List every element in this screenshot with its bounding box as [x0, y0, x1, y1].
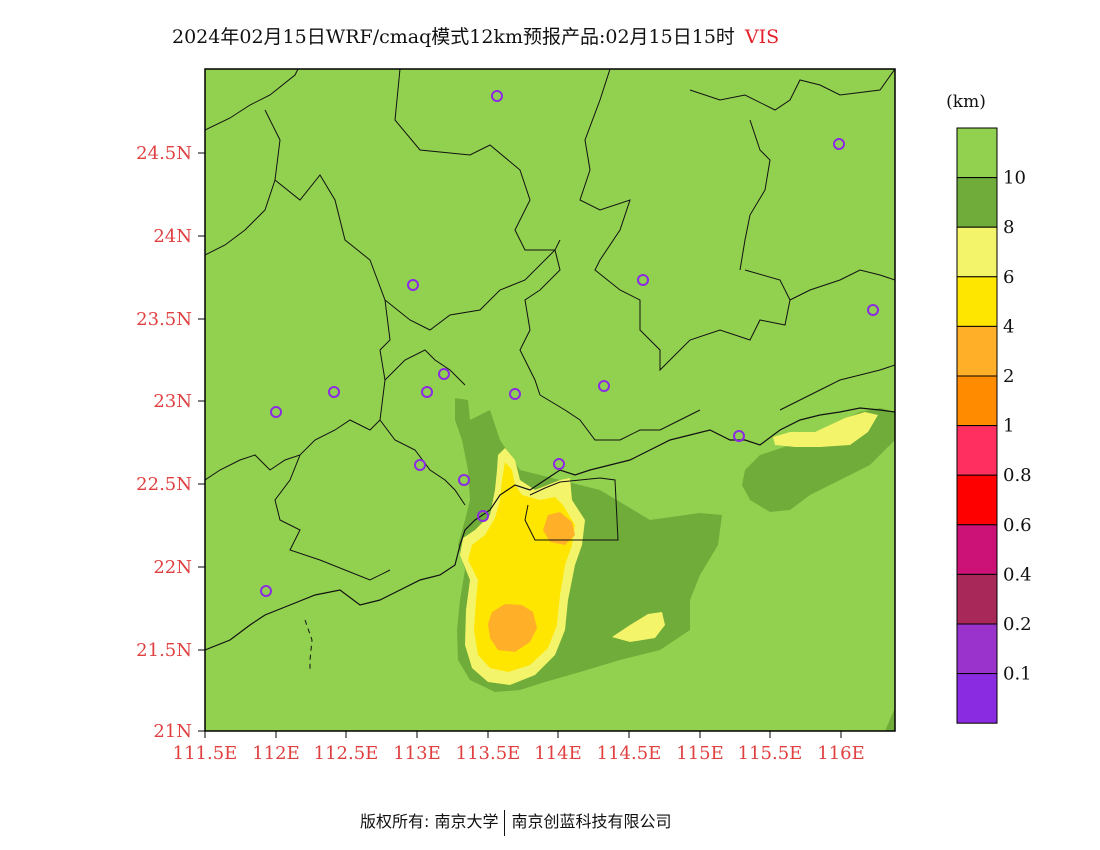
title-main: 2024年02月15日WRF/cmaq模式12km预报产品:02月15日15时	[172, 26, 735, 48]
footer-company: 南京创蓝科技有限公司	[511, 812, 672, 831]
contour-6km-south	[612, 612, 665, 642]
lon-tick-label: 111.5E	[173, 743, 238, 764]
lat-tick-label: 22.5N	[136, 474, 192, 495]
lon-tick-label: 115E	[676, 743, 724, 764]
city-marker	[733, 430, 745, 442]
city-marker	[421, 386, 433, 398]
lon-tick-label: 112.5E	[314, 743, 379, 764]
legend-swatch	[956, 127, 998, 179]
legend-label: 1	[1003, 416, 1014, 437]
legend-swatch	[956, 276, 998, 327]
lat-tick-label: 21.5N	[136, 640, 192, 661]
lat-tick-label: 24.5N	[136, 143, 192, 164]
footer-copyright: 版权所有: 南京大学	[360, 812, 499, 831]
legend-swatch	[956, 573, 998, 625]
legend-swatch	[956, 375, 998, 427]
map-title: 2024年02月15日WRF/cmaq模式12km预报产品:02月15日15时 V…	[0, 22, 1100, 49]
lat-tick-label: 23.5N	[136, 309, 192, 330]
lon-tick-label: 113E	[393, 743, 441, 764]
city-marker	[637, 274, 649, 286]
legend-swatch	[956, 524, 998, 575]
footer: 版权所有: 南京大学 南京创蓝科技有限公司	[360, 808, 672, 836]
city-markers	[260, 90, 879, 597]
city-marker	[270, 406, 282, 418]
lon-tick-label: 115.5E	[738, 743, 803, 764]
legend-swatch	[956, 673, 998, 724]
footer-separator	[504, 809, 506, 836]
legend-unit: (km)	[946, 92, 986, 112]
city-marker	[414, 459, 426, 471]
legend-label: 4	[1003, 316, 1014, 337]
legend-label: 6	[1003, 267, 1014, 288]
legend-label: 0.1	[1003, 664, 1032, 685]
legend-label: 0.6	[1003, 515, 1032, 536]
color-legend: (km) 10 8 6 4 2 1 0.8 0.6 0.4 0.2 0.1	[946, 92, 1032, 724]
visibility-contours	[455, 398, 895, 731]
contour-2km-south	[488, 604, 537, 652]
lat-tick-label: 21N	[153, 721, 192, 742]
city-marker	[458, 474, 470, 486]
lon-axis: 111.5E 112E 112.5E 113E 113.5E 114E 114.…	[173, 731, 865, 764]
legend-swatch	[956, 177, 998, 228]
legend-label: 10	[1003, 168, 1026, 189]
lon-tick-label: 113.5E	[456, 743, 521, 764]
lon-tick-label: 114E	[534, 743, 582, 764]
legend-label: 0.8	[1003, 465, 1032, 486]
city-marker	[867, 304, 879, 316]
city-marker	[491, 90, 503, 102]
legend-label: 0.4	[1003, 564, 1032, 585]
city-marker	[438, 368, 450, 380]
legend-label: 0.2	[1003, 614, 1032, 635]
legend-swatch	[956, 425, 998, 476]
city-marker	[407, 279, 419, 291]
map-frame	[204, 68, 896, 732]
legend-swatch	[956, 226, 998, 278]
lat-tick-label: 24N	[153, 226, 192, 247]
lon-tick-label: 112E	[252, 743, 300, 764]
city-marker	[328, 386, 340, 398]
legend-label: 2	[1003, 366, 1014, 387]
lat-tick-label: 23N	[153, 391, 192, 412]
city-marker	[598, 380, 610, 392]
title-variable: VIS	[744, 26, 780, 48]
city-marker	[477, 510, 489, 522]
legend-swatch	[956, 474, 998, 526]
lat-tick-label: 22N	[153, 557, 192, 578]
contour-6km-east	[773, 412, 878, 447]
lon-tick-label: 114.5E	[597, 743, 662, 764]
contour-8km-corner	[885, 708, 895, 731]
lat-axis: 24.5N 24N 23.5N 23N 22.5N 22N 21.5N 21N	[136, 143, 205, 742]
city-marker	[260, 585, 272, 597]
admin-boundaries	[205, 69, 895, 670]
lon-tick-label: 116E	[817, 743, 865, 764]
legend-label: 8	[1003, 217, 1014, 238]
city-marker	[553, 458, 565, 470]
legend-swatch	[956, 325, 998, 377]
contour-2km-north	[543, 512, 575, 545]
legend-swatch	[956, 623, 998, 675]
city-marker	[833, 138, 845, 150]
city-marker	[509, 388, 521, 400]
